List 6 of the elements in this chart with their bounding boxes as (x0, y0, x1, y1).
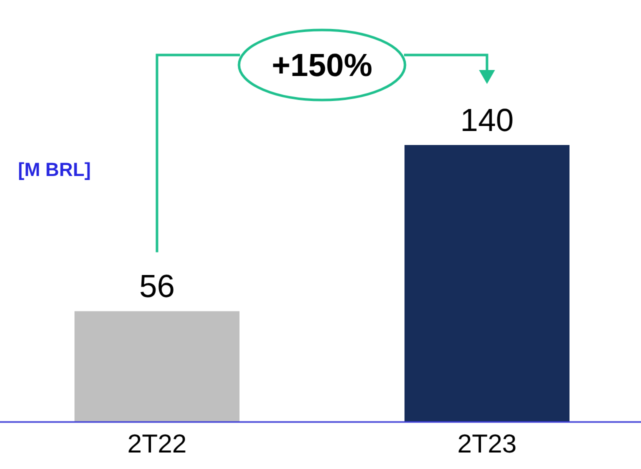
data-label: 140 (460, 102, 514, 138)
x-tick-label: 2T23 (457, 428, 517, 458)
x-tick-label: 2T22 (127, 428, 187, 458)
text: +150% (272, 47, 372, 83)
y-axis-title: [M BRL] (18, 160, 91, 181)
data-label: 56 (139, 268, 175, 304)
